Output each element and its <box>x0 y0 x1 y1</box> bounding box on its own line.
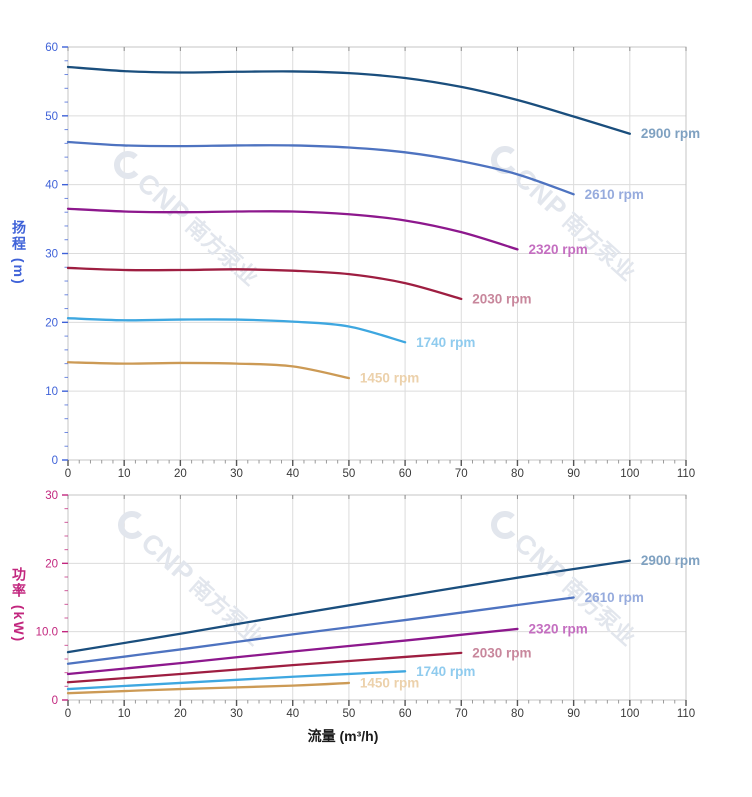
x-tick-label: 0 <box>65 708 71 720</box>
y-tick-label: 30 <box>45 249 58 261</box>
curve-2610-rpm <box>66 140 575 196</box>
curve-label-2030-rpm: 2030 rpm <box>472 645 531 660</box>
curve-1740-rpm <box>66 317 407 344</box>
flow-axis-title: 流量 (m³/h) <box>307 728 379 744</box>
x-tick-label: 40 <box>286 468 299 480</box>
curve-2900-rpm <box>66 65 631 135</box>
curve-label-1450-rpm: 1450 rpm <box>360 371 419 386</box>
curve-label-2900-rpm: 2900 rpm <box>641 553 700 568</box>
x-tick-label: 20 <box>174 708 187 720</box>
x-tick-label: 0 <box>65 468 71 480</box>
curve-label-1740-rpm: 1740 rpm <box>416 664 475 679</box>
x-tick-label: 100 <box>620 708 639 720</box>
watermark-brand-cn-text: 南方泵业 <box>181 213 263 290</box>
x-tick-label: 40 <box>286 708 299 720</box>
x-tick-label: 10 <box>118 468 131 480</box>
watermark-brand-text: CNP <box>131 167 196 229</box>
curve-label-1740-rpm: 1740 rpm <box>416 335 475 350</box>
curve-1450-rpm <box>66 361 351 380</box>
curve-2320-rpm <box>66 207 519 251</box>
curve-2030-rpm <box>66 266 463 301</box>
x-tick-label: 20 <box>174 468 187 480</box>
curve-label-2320-rpm: 2320 rpm <box>528 242 587 257</box>
x-tick-label: 60 <box>399 708 412 720</box>
y-tick-label: 0 <box>52 695 58 707</box>
x-tick-label: 70 <box>455 468 468 480</box>
x-tick-label: 80 <box>511 708 524 720</box>
watermark-brand-text: CNP <box>135 527 200 589</box>
head-axis-title: 扬程 (m) <box>11 220 27 286</box>
curve-label-2320-rpm: 2320 rpm <box>528 621 587 636</box>
y-tick-label: 10.0 <box>36 627 58 639</box>
brand-logo-icon <box>114 151 142 179</box>
x-tick-label: 100 <box>620 468 639 480</box>
power-flow-chart: 0 10 20 30 40 50 60 70 80 90 100 110010.02030CNP南方泵… <box>36 490 701 720</box>
curve-label-2610-rpm: 2610 rpm <box>585 187 644 202</box>
x-tick-label: 90 <box>567 708 580 720</box>
x-tick-label: 10 <box>118 708 131 720</box>
x-tick-label: 70 <box>455 708 468 720</box>
curve-2320-rpm <box>66 627 519 676</box>
curve-label-2900-rpm: 2900 rpm <box>641 126 700 141</box>
x-tick-label: 50 <box>343 708 356 720</box>
curve-2610-rpm <box>66 596 575 665</box>
curve-label-2610-rpm: 2610 rpm <box>585 590 644 605</box>
y-tick-label: 20 <box>45 558 58 570</box>
y-tick-label: 40 <box>45 180 58 192</box>
watermark-brand-text: CNP <box>508 162 573 224</box>
y-tick-label: 30 <box>45 490 58 502</box>
x-tick-label: 80 <box>511 468 524 480</box>
x-tick-label: 30 <box>230 468 243 480</box>
x-tick-label: 110 <box>677 468 695 480</box>
brand-logo-icon <box>491 511 519 539</box>
head-flow-chart: 0 10 20 30 40 50 60 70 80 90 100 110 0 10 20 30 40 50 60 CN… <box>45 42 700 480</box>
curve-2900-rpm <box>66 559 631 654</box>
y-tick-label: 10 <box>45 386 58 398</box>
x-tick-label: 90 <box>567 468 580 480</box>
curve-label-1450-rpm: 1450 rpm <box>360 675 419 690</box>
watermark-brand-cn-text: 南方泵业 <box>558 573 640 650</box>
y-tick-label: 50 <box>45 111 58 123</box>
x-tick-label: 50 <box>343 468 356 480</box>
curve-1450-rpm <box>66 681 351 695</box>
curve-2030-rpm <box>66 651 463 684</box>
x-tick-label: 60 <box>399 468 412 480</box>
x-tick-label: 30 <box>230 708 243 720</box>
watermark-brand-text: CNP <box>508 527 573 589</box>
curve-1740-rpm <box>66 670 407 691</box>
brand-logo-icon <box>118 511 146 539</box>
y-tick-label: 20 <box>45 317 58 329</box>
curve-label-2030-rpm: 2030 rpm <box>472 291 531 306</box>
x-tick-label: 110 <box>677 708 695 720</box>
plot-frame <box>67 494 687 701</box>
y-tick-label: 60 <box>45 42 58 54</box>
y-tick-label: 0 <box>52 455 58 467</box>
power-axis-title: 功率 (kW) <box>11 567 27 644</box>
